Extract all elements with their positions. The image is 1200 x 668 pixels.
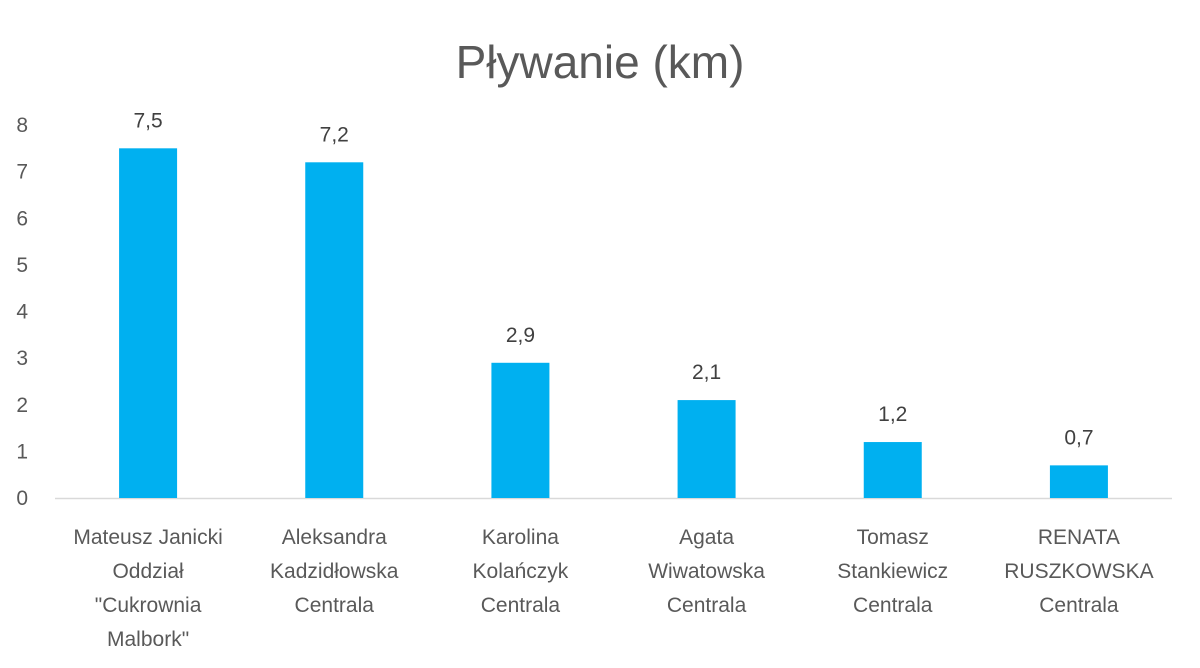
category-label-line: Oddział [112, 560, 184, 583]
category-label-line: Centrala [481, 594, 561, 617]
category-label-line: Aleksandra [282, 526, 387, 549]
y-tick-label: 6 [16, 207, 28, 230]
data-labels: 7,5 7,2 2,9 2,1 1,2 0,7 [133, 109, 1093, 449]
category-label-line: RENATA [1038, 526, 1120, 549]
category-label-line: Kolańczyk [473, 560, 569, 583]
bars [119, 148, 1108, 499]
bar [491, 362, 550, 498]
y-tick-label: 7 [16, 161, 28, 184]
category-label: Aleksandra Kadzidłowska Centrala [270, 526, 399, 617]
category-label: RENATA RUSZKOWSKA Centrala [1004, 526, 1153, 617]
category-label: Mateusz Janicki Oddział "Cukrownia Malbork" [73, 526, 222, 651]
category-label-line: RUSZKOWSKA [1004, 560, 1153, 583]
category-label-line: Karolina [482, 526, 559, 549]
bar [305, 162, 364, 499]
bar [677, 400, 736, 498]
y-tick-label: 0 [16, 487, 28, 510]
bar [863, 442, 922, 498]
category-label-line: Stankiewicz [837, 560, 948, 583]
category-label-line: Centrala [1039, 594, 1119, 617]
category-label-line: Agata [679, 526, 734, 549]
data-label: 7,2 [320, 123, 349, 146]
y-tick-label: 1 [16, 440, 28, 463]
y-tick-label: 8 [16, 114, 28, 137]
bar [1049, 465, 1108, 498]
chart-title: Pływanie (km) [456, 36, 745, 88]
category-label-line: Centrala [295, 594, 375, 617]
bar [119, 148, 178, 498]
data-label: 2,1 [692, 361, 721, 384]
y-tick-label: 2 [16, 394, 28, 417]
category-labels: Mateusz Janicki Oddział "Cukrownia Malbork"… [73, 526, 1153, 651]
data-label: 7,5 [133, 109, 162, 132]
category-label-line: Kadzidłowska [270, 560, 399, 583]
category-label: Karolina Kolańczyk Centrala [473, 526, 569, 617]
data-label: 1,2 [878, 403, 907, 426]
category-label-line: Mateusz Janicki [73, 526, 222, 549]
category-label: Tomasz Stankiewicz Centrala [837, 526, 948, 617]
category-label-line: Malbork" [107, 628, 189, 651]
y-tick-label: 5 [16, 254, 28, 277]
category-label-line: Centrala [853, 594, 933, 617]
category-label-line: Centrala [667, 594, 747, 617]
category-label-line: "Cukrownia [95, 594, 202, 617]
y-axis-ticks: 0 1 2 3 4 5 6 7 8 [16, 114, 28, 510]
data-label: 0,7 [1064, 426, 1093, 449]
y-tick-label: 4 [16, 301, 28, 324]
category-label-line: Wiwatowska [648, 560, 765, 583]
y-tick-label: 3 [16, 347, 28, 370]
category-label-line: Tomasz [857, 526, 929, 549]
data-label: 2,9 [506, 324, 535, 347]
category-label: Agata Wiwatowska Centrala [648, 526, 765, 617]
